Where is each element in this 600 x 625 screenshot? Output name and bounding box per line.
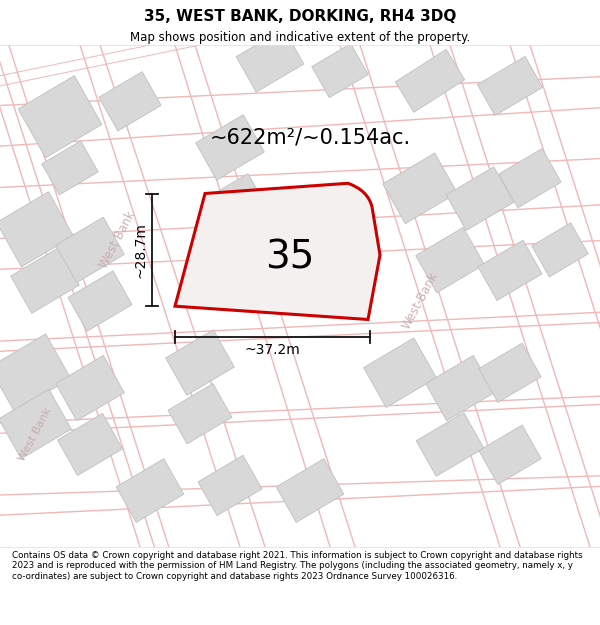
Text: ~622m²/~0.154ac.: ~622m²/~0.154ac. <box>209 127 410 147</box>
Polygon shape <box>0 389 71 459</box>
Polygon shape <box>416 412 484 476</box>
Text: West Bank: West Bank <box>17 406 53 462</box>
Polygon shape <box>11 248 79 313</box>
Polygon shape <box>312 44 368 98</box>
Polygon shape <box>168 384 232 444</box>
Polygon shape <box>425 356 494 421</box>
Polygon shape <box>416 228 484 292</box>
Text: Map shows position and indicative extent of the property.: Map shows position and indicative extent… <box>130 31 470 44</box>
Text: ~37.2m: ~37.2m <box>245 343 301 357</box>
PathPatch shape <box>175 183 380 319</box>
Polygon shape <box>478 56 542 116</box>
Polygon shape <box>196 115 265 180</box>
Polygon shape <box>499 149 561 208</box>
Text: West-Bank: West-Bank <box>400 270 440 332</box>
Polygon shape <box>99 72 161 131</box>
Polygon shape <box>236 29 304 92</box>
Text: 35: 35 <box>265 238 314 276</box>
Polygon shape <box>364 338 436 408</box>
Polygon shape <box>479 425 541 484</box>
Polygon shape <box>0 334 71 412</box>
Polygon shape <box>276 459 344 522</box>
Text: ~28.7m: ~28.7m <box>134 222 148 278</box>
Polygon shape <box>383 153 457 224</box>
Polygon shape <box>18 76 102 158</box>
Polygon shape <box>395 49 465 112</box>
Polygon shape <box>166 330 235 395</box>
Polygon shape <box>198 455 262 516</box>
Polygon shape <box>446 167 514 231</box>
Polygon shape <box>203 174 267 234</box>
Polygon shape <box>42 141 98 195</box>
Polygon shape <box>479 343 541 402</box>
Text: Contains OS data © Crown copyright and database right 2021. This information is : Contains OS data © Crown copyright and d… <box>12 551 583 581</box>
Polygon shape <box>56 217 124 282</box>
Polygon shape <box>56 356 124 421</box>
Polygon shape <box>68 271 132 331</box>
Text: West Bank: West Bank <box>98 209 139 270</box>
Polygon shape <box>58 413 122 476</box>
Polygon shape <box>116 459 184 522</box>
Text: 35, WEST BANK, DORKING, RH4 3DQ: 35, WEST BANK, DORKING, RH4 3DQ <box>144 9 456 24</box>
Polygon shape <box>0 192 73 267</box>
Polygon shape <box>532 222 588 277</box>
Polygon shape <box>478 240 542 301</box>
